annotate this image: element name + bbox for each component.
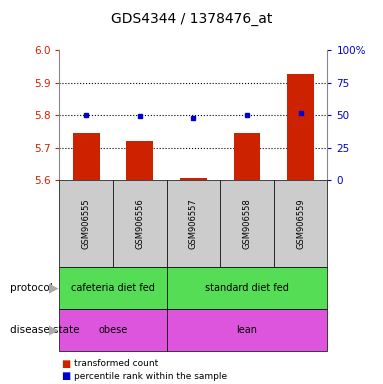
Text: GSM906555: GSM906555	[82, 199, 91, 249]
Bar	[126, 141, 153, 180]
Text: percentile rank within the sample: percentile rank within the sample	[74, 372, 227, 381]
Text: disease state: disease state	[10, 325, 79, 335]
Text: obese: obese	[98, 325, 128, 335]
Text: GDS4344 / 1378476_at: GDS4344 / 1378476_at	[111, 12, 272, 26]
Text: ▶: ▶	[49, 324, 59, 337]
Text: GSM906557: GSM906557	[189, 198, 198, 249]
Text: GSM906556: GSM906556	[135, 198, 144, 249]
Text: transformed count: transformed count	[74, 359, 158, 368]
Text: ■: ■	[61, 371, 70, 381]
Text: standard diet fed: standard diet fed	[205, 283, 289, 293]
Text: ▶: ▶	[49, 281, 59, 295]
Bar	[180, 178, 207, 180]
Bar	[73, 133, 100, 180]
Text: ■: ■	[61, 359, 70, 369]
Text: lean: lean	[237, 325, 257, 335]
Bar	[234, 133, 260, 180]
Text: protocol: protocol	[10, 283, 52, 293]
Text: cafeteria diet fed: cafeteria diet fed	[71, 283, 155, 293]
Text: GSM906559: GSM906559	[296, 199, 305, 249]
Bar	[287, 74, 314, 180]
Text: GSM906558: GSM906558	[242, 198, 252, 249]
